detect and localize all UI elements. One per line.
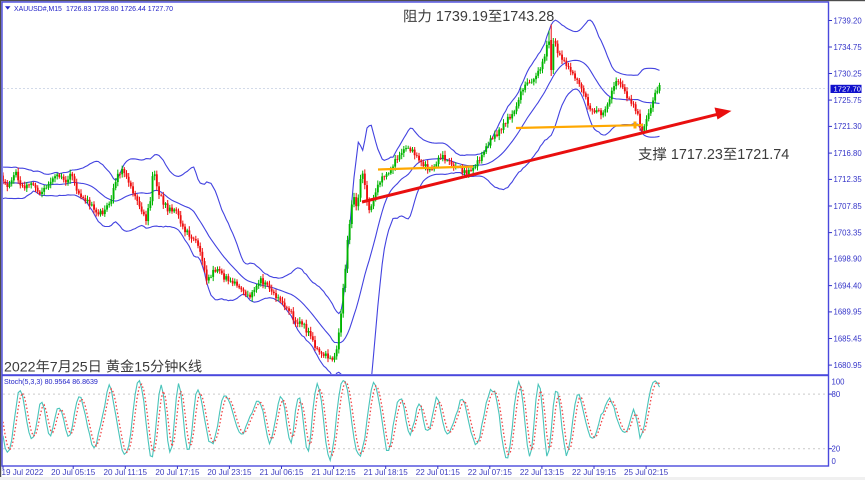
svg-text:1730.25: 1730.25 — [834, 69, 863, 78]
svg-text:1721.74: 1721.74 — [737, 147, 789, 163]
svg-text:1694.40: 1694.40 — [834, 281, 863, 290]
svg-text:22 Jul 13:15: 22 Jul 13:15 — [520, 468, 565, 477]
svg-text:20 Jul 05:15: 20 Jul 05:15 — [51, 468, 96, 477]
svg-text:1685.45: 1685.45 — [834, 334, 863, 343]
svg-text:1743.28: 1743.28 — [502, 9, 554, 25]
svg-text:22 Jul 19:15: 22 Jul 19:15 — [572, 468, 617, 477]
svg-text:1726.83 1728.80 1726.44 1727.7: 1726.83 1728.80 1726.44 1727.70 — [66, 6, 173, 13]
svg-text:25 Jul 02:15: 25 Jul 02:15 — [624, 468, 669, 477]
svg-text:1712.35: 1712.35 — [834, 175, 863, 184]
svg-text:1698.90: 1698.90 — [834, 255, 863, 264]
svg-text:15: 15 — [134, 359, 150, 375]
svg-text:1727.70: 1727.70 — [834, 84, 861, 93]
svg-text:22 Jul 07:15: 22 Jul 07:15 — [468, 468, 513, 477]
svg-text:0: 0 — [832, 457, 837, 466]
svg-text:1680.95: 1680.95 — [834, 361, 863, 370]
svg-text:1717.23: 1717.23 — [671, 147, 723, 163]
svg-text:XAUUSD#,M15: XAUUSD#,M15 — [14, 6, 62, 13]
svg-text:100: 100 — [832, 378, 846, 387]
svg-text:1734.75: 1734.75 — [834, 43, 863, 52]
svg-text:1739.20: 1739.20 — [834, 16, 863, 25]
svg-text:80: 80 — [832, 390, 841, 399]
svg-text:1725.75: 1725.75 — [834, 96, 863, 105]
svg-text:7: 7 — [50, 359, 58, 375]
svg-text:Stoch(5,3,3) 80.9564 86.8639: Stoch(5,3,3) 80.9564 86.8639 — [4, 378, 98, 386]
svg-text:20 Jul 23:15: 20 Jul 23:15 — [207, 468, 252, 477]
svg-text:21 Jul 12:15: 21 Jul 12:15 — [312, 468, 357, 477]
svg-text:1739.19: 1739.19 — [436, 9, 488, 25]
svg-text:K: K — [178, 359, 188, 375]
svg-text:19 Jul 2022: 19 Jul 2022 — [2, 468, 44, 477]
svg-text:1707.85: 1707.85 — [834, 202, 863, 211]
svg-text:21 Jul 18:15: 21 Jul 18:15 — [364, 468, 409, 477]
svg-text:2022: 2022 — [4, 359, 36, 375]
svg-text:1689.95: 1689.95 — [834, 308, 863, 317]
svg-text:20 Jul 11:15: 20 Jul 11:15 — [104, 468, 148, 477]
svg-text:21 Jul 06:15: 21 Jul 06:15 — [259, 468, 304, 477]
svg-text:25: 25 — [72, 359, 88, 375]
svg-text:1721.30: 1721.30 — [834, 122, 863, 131]
svg-text:22 Jul 01:15: 22 Jul 01:15 — [416, 468, 461, 477]
svg-text:1703.35: 1703.35 — [834, 228, 863, 237]
svg-text:1716.80: 1716.80 — [834, 149, 863, 158]
svg-text:20 Jul 17:15: 20 Jul 17:15 — [155, 468, 200, 477]
svg-text:20: 20 — [832, 445, 841, 454]
